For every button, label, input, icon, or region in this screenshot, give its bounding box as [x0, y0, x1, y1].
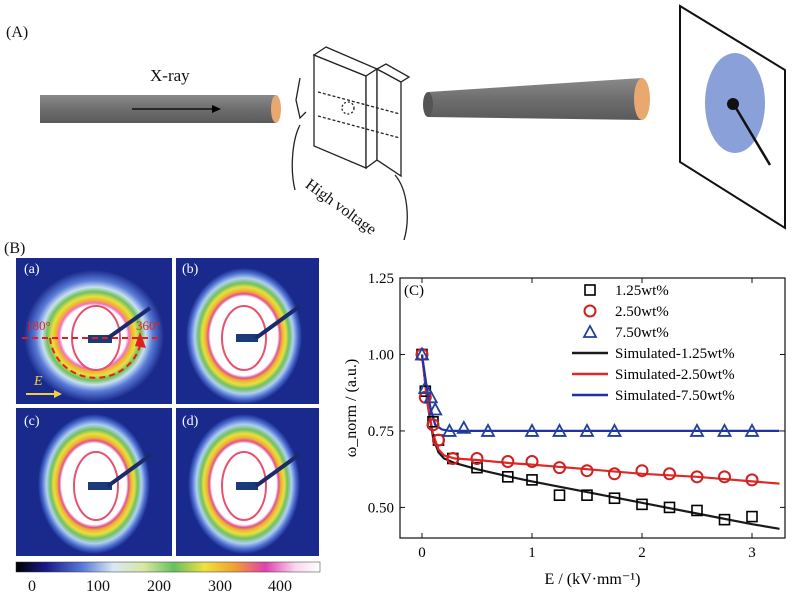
panel-a-label: (A)	[6, 24, 29, 41]
data-point	[501, 455, 515, 469]
omega-vs-field-chart: 0 1 2 3 0.50 0.75 1.00 1.25 E / (kV·mm⁻¹) ω_norm …	[343, 271, 786, 588]
data-point	[608, 492, 621, 505]
y-tick-label: 0.50	[368, 500, 394, 516]
pattern-b	[176, 258, 319, 404]
panel-b: (a) (b) (c) (d) 180° 360° E 0 100 200 30…	[0, 258, 340, 597]
data-point	[553, 461, 566, 475]
x-tick-label: 2	[638, 545, 646, 561]
data-point	[691, 504, 703, 517]
data-point	[525, 455, 539, 469]
x-tick-label: 3	[748, 545, 756, 561]
y-axis-label: ω_norm / (a.u.)	[343, 359, 360, 458]
data-point	[427, 401, 443, 416]
data-point	[423, 389, 439, 404]
subpanel-label-d: (d)	[182, 414, 199, 429]
data-point	[456, 420, 472, 434]
data-point	[417, 380, 433, 395]
data-point	[636, 498, 648, 511]
scattered-beam	[423, 78, 650, 120]
data-point	[663, 467, 676, 481]
y-tick-label: 0.75	[368, 424, 394, 440]
data-point	[690, 470, 704, 484]
panel-c-label: (C)	[404, 283, 424, 299]
subpanel-label-c: (c)	[24, 414, 40, 429]
data-point	[553, 489, 566, 501]
pattern-a	[16, 258, 172, 404]
panel-b-label: (B)	[4, 240, 26, 257]
colorbar-tick-0: 0	[28, 578, 36, 595]
colorbar-tick-100: 100	[86, 578, 110, 595]
detector-screen	[679, 4, 786, 230]
subpanel-label-a: (a)	[24, 262, 40, 277]
angle-360-label: 360°	[136, 318, 161, 333]
data-point	[745, 473, 759, 487]
legend-swatch	[583, 304, 597, 318]
pattern-c	[16, 408, 172, 556]
data-point	[718, 470, 731, 484]
data-point	[689, 423, 705, 437]
x-tick-label: 0	[418, 545, 426, 561]
legend-swatch	[584, 284, 596, 296]
data-point	[606, 423, 623, 437]
data-point	[446, 451, 460, 465]
pattern-d	[176, 408, 319, 556]
arrowhead-icon	[212, 105, 221, 113]
data-point	[716, 423, 733, 437]
data-point	[441, 423, 458, 437]
data-point	[432, 433, 445, 447]
data-point	[502, 471, 514, 483]
legend-entry: Simulated-2.50wt%	[615, 367, 735, 383]
legend-entry: Simulated-1.25wt%	[615, 346, 735, 362]
data-point	[663, 501, 676, 514]
data-point	[471, 461, 483, 474]
data-point	[608, 467, 621, 481]
x-axis-label: E / (kV·mm⁻¹)	[545, 571, 641, 588]
legend-entry: 1.25wt%	[615, 283, 669, 299]
data-point	[480, 423, 496, 437]
xray-label: X-ray	[150, 66, 190, 85]
panel-a: (A) X-ray High voltage	[0, 0, 800, 241]
colorbar-tick-400: 400	[268, 578, 292, 595]
data-point	[414, 346, 430, 361]
data-point	[746, 510, 758, 523]
data-point	[580, 464, 594, 478]
colorbar-tick-200: 200	[147, 578, 171, 595]
data-point	[579, 423, 595, 437]
y-tick-label: 1.25	[368, 271, 394, 287]
data-point	[470, 451, 484, 465]
colorbar-tick-300: 300	[208, 578, 232, 595]
angle-180-label: 180°	[26, 318, 51, 333]
colorbar	[15, 561, 321, 573]
legend-entry: Simulated-7.50wt%	[615, 388, 735, 404]
data-point	[524, 423, 540, 437]
data-point	[635, 464, 649, 478]
legend-swatch	[582, 324, 598, 338]
data-point	[744, 423, 760, 437]
data-point	[426, 418, 440, 432]
legend-entry: 7.50wt%	[615, 325, 669, 341]
data-point	[581, 489, 593, 501]
x-tick-label: 1	[528, 545, 536, 561]
data-point	[526, 474, 538, 486]
setup-schematic	[40, 4, 786, 241]
y-tick-label: 1.00	[368, 347, 394, 363]
subpanel-label-b: (b)	[182, 262, 199, 277]
legend-entry: 2.50wt%	[615, 304, 669, 320]
waxs-patterns	[15, 258, 321, 573]
data-point	[551, 423, 568, 437]
sample-cell	[291, 46, 411, 241]
field-label: E	[34, 374, 43, 389]
data-point	[718, 513, 731, 526]
